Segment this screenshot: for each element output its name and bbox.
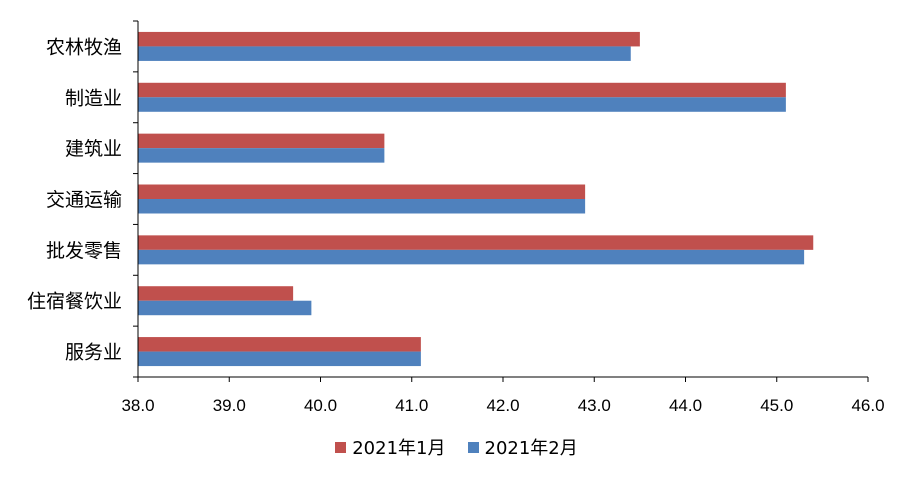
category-label: 建筑业: [65, 138, 122, 160]
bars-group: [138, 31, 814, 367]
x-tick-label: 38.0: [121, 396, 154, 415]
category-label: 制造业: [65, 87, 122, 109]
bar-1-5[interactable]: [138, 235, 814, 250]
legend-item-series-2[interactable]: 2021年2月: [467, 434, 578, 460]
x-tick-label: 43.0: [578, 396, 611, 415]
x-ticks: 38.0 39.0 40.0 41.0 42.0 43.0 44.0 45.0 46.0: [121, 377, 885, 415]
legend-label-series-2: 2021年2月: [484, 438, 578, 459]
bar-2-3[interactable]: [138, 148, 385, 163]
bar-2-2[interactable]: [138, 97, 786, 112]
bar-1-7[interactable]: [138, 337, 421, 352]
x-tick-label: 41.0: [395, 396, 428, 415]
bar-1-3[interactable]: [138, 133, 385, 149]
x-tick-label: 39.0: [213, 396, 246, 415]
bar-1-1[interactable]: [138, 31, 640, 47]
legend: 2021年1月 2021年2月: [0, 432, 913, 462]
category-label: 交通运输: [46, 189, 122, 211]
bar-2-5[interactable]: [138, 249, 805, 265]
bar-2-1[interactable]: [138, 46, 631, 61]
category-label: 服务业: [65, 342, 122, 364]
x-tick-label: 40.0: [304, 396, 337, 415]
category-label: 农林牧渔: [46, 36, 122, 58]
bar-1-2[interactable]: [138, 82, 786, 98]
bar-1-6[interactable]: [138, 286, 294, 301]
bar-2-6[interactable]: [138, 300, 312, 316]
bar-2-7[interactable]: [138, 351, 421, 367]
legend-swatch-series-1: [335, 441, 347, 453]
legend-label-series-1: 2021年1月: [352, 438, 446, 459]
bar-1-4[interactable]: [138, 184, 586, 200]
x-tick-label: 45.0: [760, 396, 793, 415]
category-label: 住宿餐饮业: [27, 291, 122, 313]
legend-item-series-1[interactable]: 2021年1月: [335, 434, 446, 460]
x-tick-label: 42.0: [486, 396, 519, 415]
x-tick-label: 46.0: [851, 396, 884, 415]
bar-2-4[interactable]: [138, 199, 586, 214]
x-tick-label: 44.0: [669, 396, 702, 415]
category-label: 批发零售: [46, 240, 122, 262]
legend-swatch-series-2: [467, 441, 479, 453]
